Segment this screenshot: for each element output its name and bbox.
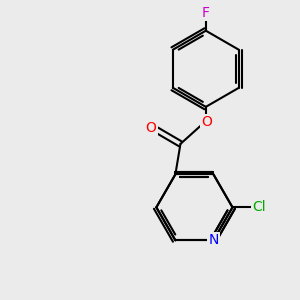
Text: O: O [201,115,212,129]
Text: O: O [146,121,157,135]
Text: N: N [208,233,219,247]
Text: Cl: Cl [253,200,266,214]
Text: F: F [202,6,210,20]
